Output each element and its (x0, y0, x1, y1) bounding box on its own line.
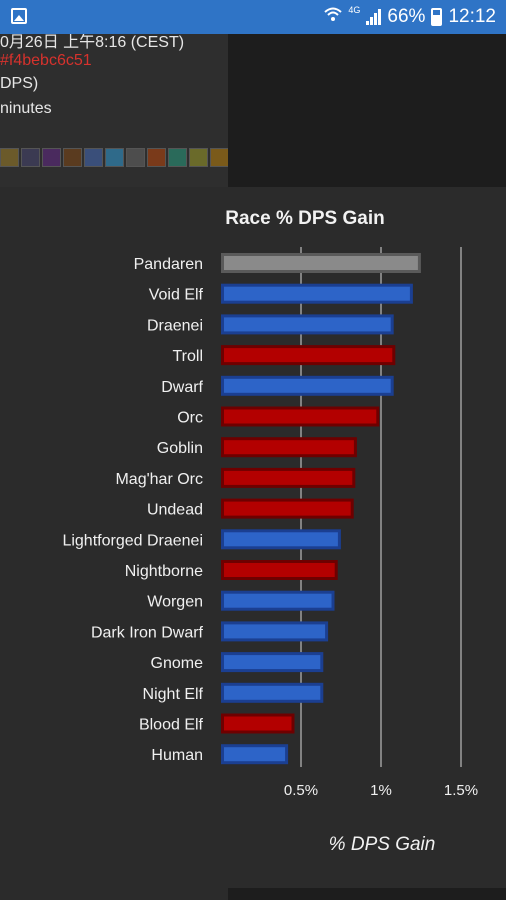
report-duration: ninutes (0, 100, 52, 117)
talent-icon (42, 148, 61, 167)
bar (221, 652, 324, 673)
category-label: Blood Elf (139, 717, 204, 734)
header-side-panel (228, 34, 506, 187)
talent-icon (189, 148, 208, 167)
signal-icon (366, 9, 382, 25)
bar (221, 253, 421, 273)
bar (221, 682, 324, 703)
bar (221, 314, 394, 335)
report-header: 0月26日 上午8:16 (CEST) #f4bebc6c51 DPS) nin… (0, 34, 228, 187)
category-label: Troll (172, 348, 203, 365)
talent-icon (21, 148, 40, 167)
category-label: Draenei (147, 317, 203, 334)
category-label: Nightborne (125, 563, 203, 580)
category-label: Void Elf (149, 287, 204, 304)
category-label: Gnome (151, 655, 204, 672)
talent-icon (210, 148, 228, 167)
chart-panel: Race % DPS Gain Pandaren Void Elf Draenei T… (0, 187, 506, 888)
status-bar: 4G 66% 12:12 (0, 0, 506, 34)
talent-icon (147, 148, 166, 167)
talent-icon (63, 148, 82, 167)
battery-level: 66% (387, 6, 426, 27)
category-label: Goblin (157, 440, 203, 457)
x-tick-label: 0.5% (284, 782, 318, 799)
network-type: 4G (348, 5, 361, 15)
category-label: Orc (177, 410, 203, 427)
bar (221, 375, 394, 396)
page-footer (0, 888, 506, 900)
category-label: Dwarf (161, 379, 203, 396)
bar (221, 283, 413, 304)
category-label: Pandaren (134, 256, 203, 273)
bar (221, 467, 356, 488)
bar (221, 406, 380, 427)
category-label: Undead (147, 502, 203, 519)
category-label: Dark Iron Dwarf (91, 624, 204, 641)
x-axis-title: % DPS Gain (329, 834, 436, 855)
bar (221, 498, 354, 519)
x-tick-label: 1% (370, 782, 392, 799)
category-label: Human (151, 747, 203, 764)
bar (221, 590, 335, 611)
wifi-icon (324, 6, 343, 28)
chart-title: Race % DPS Gain (225, 208, 384, 229)
category-label: Night Elf (143, 686, 204, 703)
bar (221, 437, 357, 458)
talent-icons (0, 148, 228, 167)
talent-icon (0, 148, 19, 167)
talent-icon (84, 148, 103, 167)
bar (221, 621, 329, 642)
report-date: 0月26日 上午8:16 (CEST) (0, 34, 185, 51)
race-dps-chart: Race % DPS Gain Pandaren Void Elf Draenei T… (62, 208, 478, 855)
battery-charging-icon (431, 8, 443, 26)
bar (221, 345, 396, 366)
bar (221, 560, 338, 580)
report-dps: DPS) (0, 75, 39, 92)
x-tick-label: 1.5% (444, 782, 478, 799)
clock: 12:12 (448, 6, 496, 27)
gallery-icon (11, 8, 27, 24)
category-label: Lightforged Draenei (62, 532, 203, 549)
bar (221, 744, 289, 765)
bar (221, 713, 295, 734)
category-label: Mag'har Orc (115, 471, 203, 488)
talent-icon (126, 148, 145, 167)
report-hash-link[interactable]: #f4bebc6c51 (0, 52, 92, 69)
talent-icon (168, 148, 187, 167)
talent-icon (105, 148, 124, 167)
category-label: Worgen (147, 594, 203, 611)
bar (221, 529, 341, 550)
